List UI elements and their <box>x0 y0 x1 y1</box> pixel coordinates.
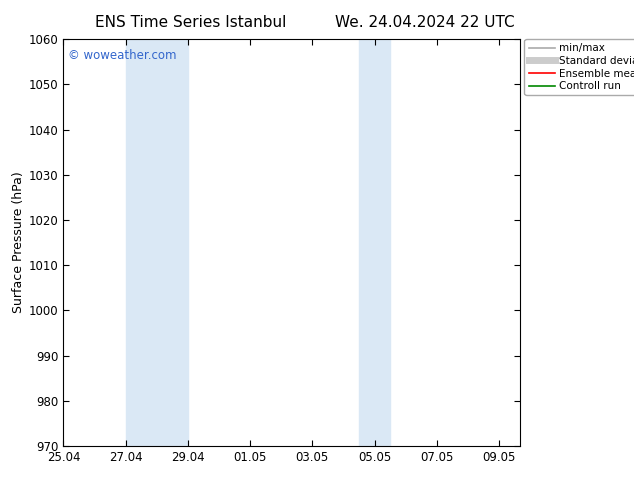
Text: We. 24.04.2024 22 UTC: We. 24.04.2024 22 UTC <box>335 15 515 30</box>
Legend: min/max, Standard deviation, Ensemble mean run, Controll run: min/max, Standard deviation, Ensemble me… <box>524 39 634 96</box>
Bar <box>359 39 390 446</box>
Text: © woweather.com: © woweather.com <box>68 49 176 62</box>
Text: ENS Time Series Istanbul: ENS Time Series Istanbul <box>94 15 286 30</box>
Y-axis label: Surface Pressure (hPa): Surface Pressure (hPa) <box>11 172 25 314</box>
Bar <box>126 39 188 446</box>
